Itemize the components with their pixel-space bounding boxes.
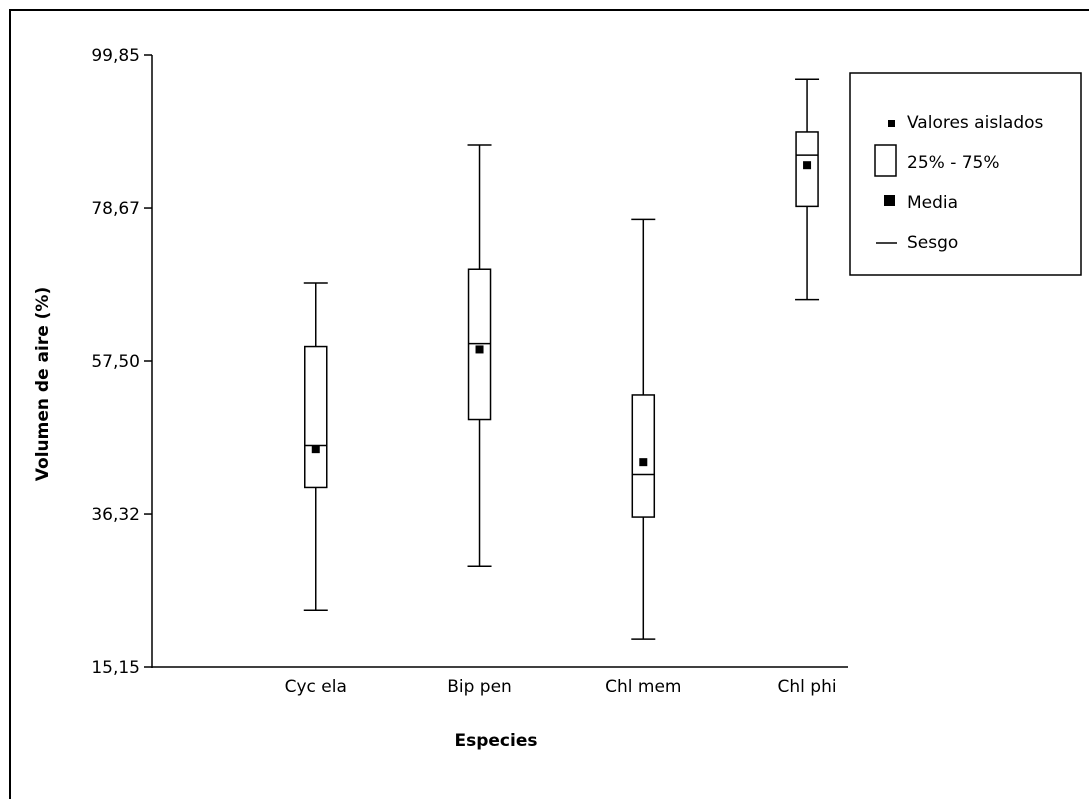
x-tick-label: Cyc ela: [285, 677, 347, 697]
legend-mean-marker: [884, 195, 895, 206]
y-tick-label: 15,15: [91, 658, 140, 678]
mean-marker: [311, 445, 320, 454]
legend-box-marker: [874, 144, 897, 177]
legend-item-mean: Media: [907, 193, 958, 213]
y-tick-label: 36,32: [91, 505, 140, 525]
y-axis-title: Volumen de aire (%): [33, 287, 53, 481]
y-tick-label: 57,50: [91, 352, 140, 372]
legend-outlier-marker: [888, 120, 895, 127]
x-axis-title: Especies: [455, 731, 538, 751]
y-tick-label: 99,85: [91, 46, 140, 66]
box-chl-mem: [631, 218, 656, 640]
x-tick-label: Chl phi: [778, 677, 837, 697]
x-axis: Cyc ela Bip pen Chl mem Chl phi: [152, 666, 848, 697]
iqr-box: [631, 394, 656, 518]
box-chl-phi: [795, 78, 820, 301]
legend: Valores aislados 25% - 75% Media Sesgo: [849, 72, 1082, 276]
chart-frame: [9, 9, 1089, 799]
y-tick-label: 78,67: [91, 199, 140, 219]
iqr-box: [304, 345, 328, 489]
mean-marker: [475, 345, 484, 354]
y-axis: 99,85 78,67 57,50 36,32 15,15: [91, 46, 153, 678]
mean-marker: [639, 458, 648, 467]
box-cyc-ela: [303, 282, 328, 612]
box-bip-pen: [467, 144, 492, 567]
x-tick-label: Chl mem: [605, 677, 681, 697]
legend-item-box: 25% - 75%: [907, 153, 1000, 173]
legend-item-median: Sesgo: [907, 233, 958, 253]
legend-box: [849, 72, 1082, 276]
legend-item-outliers: Valores aislados: [907, 113, 1044, 133]
x-tick-label: Bip pen: [447, 677, 512, 697]
mean-marker: [803, 161, 812, 170]
